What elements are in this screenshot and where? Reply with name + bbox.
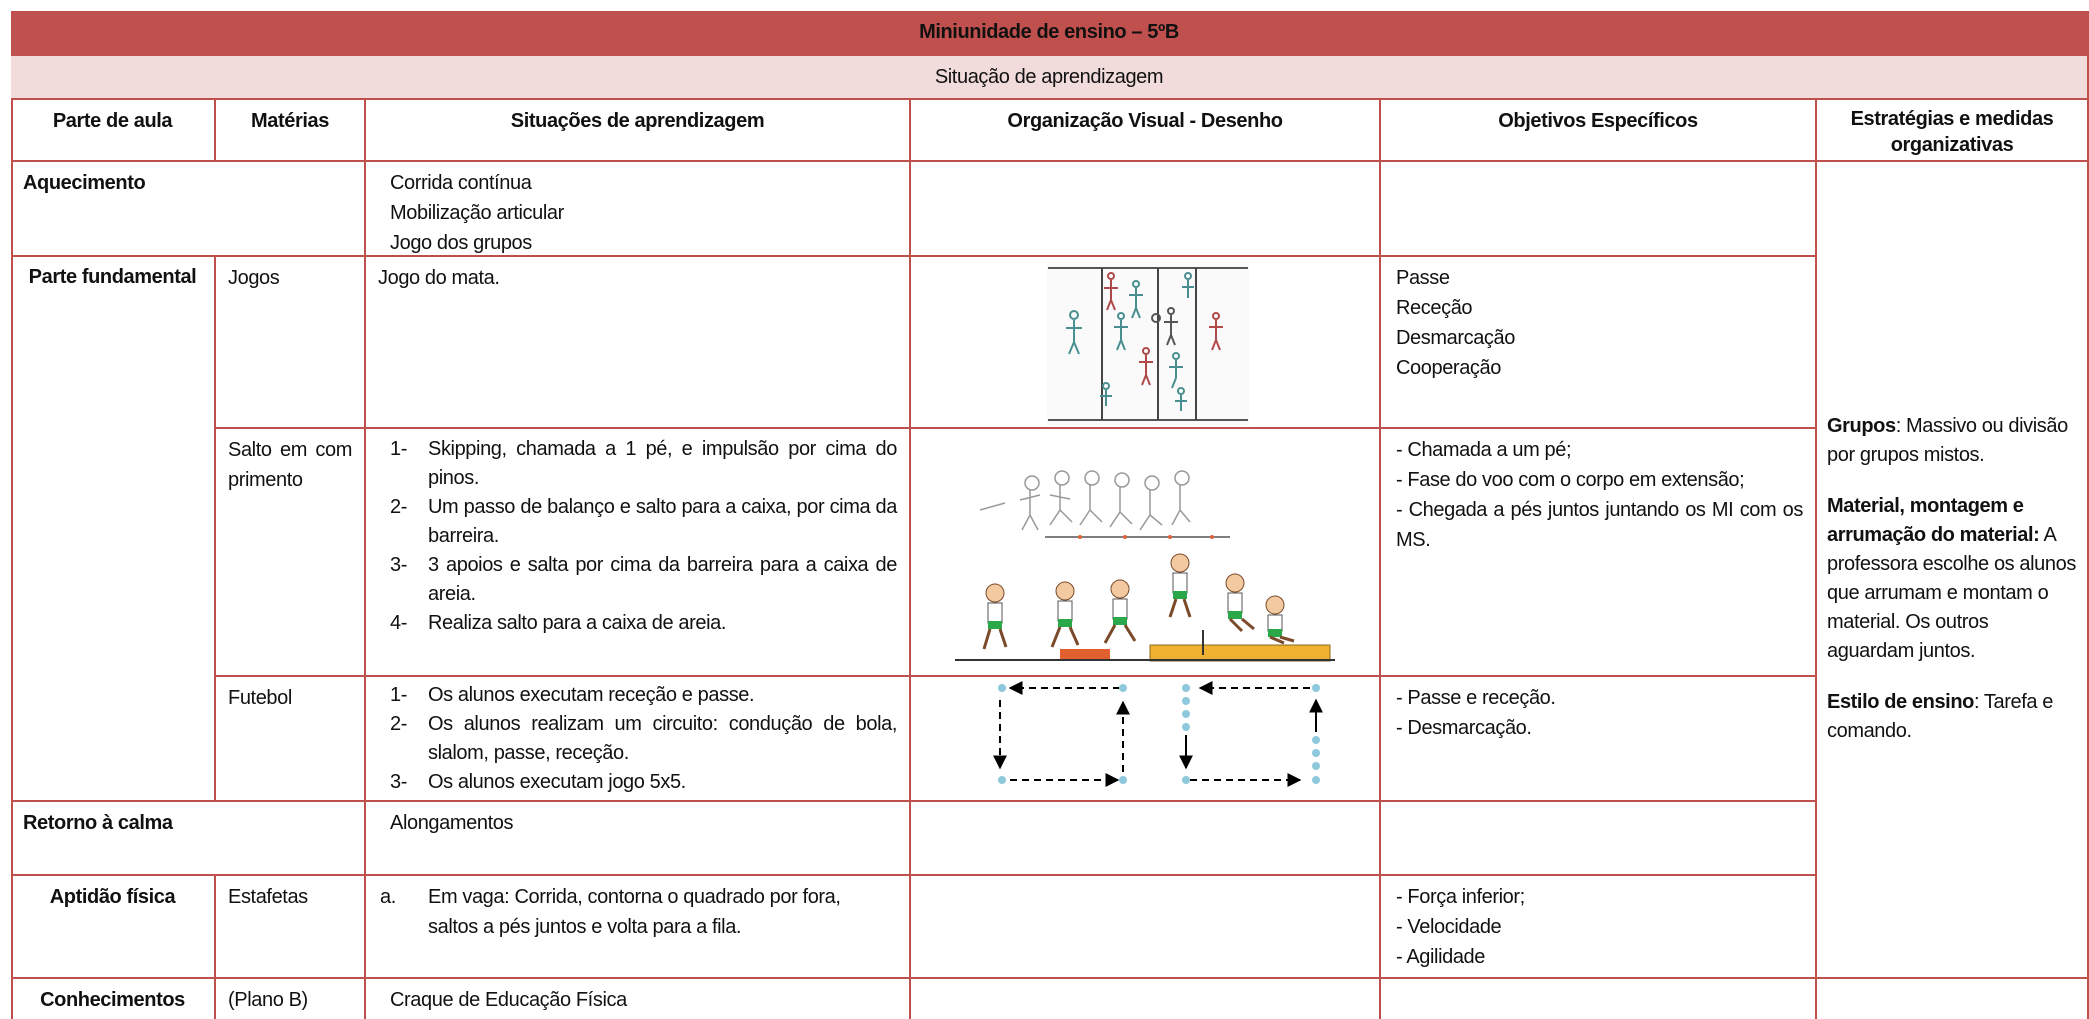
objectives-cell: - Força inferior; - Velocidade - Agilida…	[1381, 876, 1817, 979]
situation: Alongamentos	[390, 812, 514, 834]
objective: - Força inferior;	[1396, 886, 1525, 908]
situation: Jogo do mata.	[378, 267, 500, 289]
marker: 3-	[390, 771, 407, 793]
subject-cell: (Plano B)	[216, 979, 366, 1019]
subject-cell: Estafetas	[216, 876, 366, 979]
marker: 1-	[390, 438, 407, 460]
subtitle: Situação de aprendizagem	[11, 56, 2089, 100]
marker: 2-	[390, 496, 407, 518]
drawing-cell	[911, 257, 1381, 429]
situation-text: Um passo de balanço e salto para a caixa…	[428, 496, 897, 547]
situation: 3- 3 apoios e salta por cima da barreira …	[390, 551, 897, 609]
column-header: Estratégias e medidas organizativas	[1817, 100, 2089, 162]
drawing-cell	[911, 677, 1381, 802]
subject-cell: Futebol	[216, 677, 366, 802]
strategies-cell: Grupos: Massivo ou divisão por grupos mi…	[1817, 162, 2089, 979]
objectives-cell: - Chamada a um pé; - Fase do voo com o c…	[1381, 429, 1817, 677]
situation: 2- Um passo de balanço e salto para a cai…	[390, 493, 897, 551]
situation: Corrida contínua	[390, 172, 532, 194]
situation: Mobilização articular	[390, 202, 564, 224]
column-header: Organização Visual - Desenho	[911, 100, 1381, 162]
situation-text: Realiza salto para a caixa de areia.	[428, 612, 727, 634]
marker: 4-	[390, 612, 407, 634]
situation-text: Os alunos executam jogo 5x5.	[428, 771, 686, 793]
marker: 3-	[390, 554, 407, 576]
column-header: Parte de aula	[11, 100, 216, 162]
situations-cell: Alongamentos	[366, 802, 911, 876]
objectives-cell	[1381, 162, 1817, 257]
part-cell: Parte fundamental	[11, 257, 216, 802]
objectives-cell: Passe Receção Desmarcação Cooperação	[1381, 257, 1817, 429]
title: Miniunidade de ensino – 5ºB	[11, 11, 2089, 56]
drawing-cell	[911, 429, 1381, 677]
situation-text: Skipping, chamada a 1 pé, e impulsão por…	[428, 438, 897, 489]
marker: 1-	[390, 684, 407, 706]
objectives-cell: - Passe e receção. - Desmarcação.	[1381, 677, 1817, 802]
strategy: Grupos: Massivo ou divisão por grupos mi…	[1827, 412, 2079, 470]
objective: - Chegada a pés juntos juntando os MI co…	[1396, 499, 1803, 551]
strategy-label: Material, montagem e arrumação do materi…	[1827, 495, 2040, 546]
objective: - Chamada a um pé;	[1396, 439, 1572, 461]
situation-text: Em vaga: Corrida, contorna o quadrado po…	[428, 886, 841, 938]
objective: - Agilidade	[1396, 946, 1485, 968]
situation: 1- Os alunos executam receção e passe.	[390, 681, 897, 710]
situations-cell: a. Em vaga: Corrida, contorna o quadrado …	[366, 876, 911, 979]
subject-cell: Salto em comprimento	[216, 429, 366, 677]
strategies-cell	[1817, 979, 2089, 1019]
objective: - Passe e receção.	[1396, 687, 1556, 709]
objective: - Fase do voo com o corpo em extensão;	[1396, 469, 1745, 491]
situations-cell: Corrida contínua Mobilização articular J…	[366, 162, 911, 257]
situation-text: 3 apoios e salta por cima da barreira pa…	[428, 554, 897, 605]
situation: 2- Os alunos realizam um circuito: conduç…	[390, 710, 897, 768]
football-drawing	[993, 681, 1323, 787]
drawing-cell	[911, 876, 1381, 979]
situations-cell: Jogo do mata.	[366, 257, 911, 429]
situations-cell: 1- Os alunos executam receção e passe. 2-…	[366, 677, 911, 802]
jump-drawing	[955, 470, 1335, 662]
strategy-text: : Massivo ou divisão por grupos mistos.	[1827, 415, 2068, 466]
drawing-cell	[911, 979, 1381, 1019]
column-header: Objetivos Específicos	[1381, 100, 1817, 162]
situation: 4- Realiza salto para a caixa de areia.	[390, 609, 897, 638]
situation-text: Os alunos executam receção e passe.	[428, 684, 755, 706]
part-cell: Conhecimentos	[11, 979, 216, 1019]
part-cell: Aquecimento	[11, 162, 366, 257]
drawing-cell	[911, 162, 1381, 257]
drawing-cell	[911, 802, 1381, 876]
objectives-cell	[1381, 802, 1817, 876]
strategy-label: Grupos	[1827, 415, 1896, 437]
situations-cell: 1- Skipping, chamada a 1 pé, e impulsão p…	[366, 429, 911, 677]
situations-cell: Craque de Educação Física	[366, 979, 911, 1019]
situation: 1- Skipping, chamada a 1 pé, e impulsão p…	[390, 435, 897, 493]
subject-cell: Jogos	[216, 257, 366, 429]
objectives-cell	[1381, 979, 1817, 1019]
situation: a. Em vaga: Corrida, contorna o quadrado …	[380, 882, 849, 942]
objective: Passe	[1396, 267, 1450, 289]
marker: a.	[380, 886, 396, 908]
strategy-text: : Tarefa e comando.	[1827, 691, 2053, 742]
situation: Craque de Educação Física	[390, 989, 627, 1011]
marker: 2-	[390, 713, 407, 735]
objective: Desmarcação	[1396, 327, 1515, 349]
objective: Cooperação	[1396, 357, 1501, 379]
situation-text: Os alunos realizam um circuito: condução…	[428, 713, 897, 764]
column-header: Matérias	[216, 100, 366, 162]
situation: 3- Os alunos executam jogo 5x5.	[390, 768, 897, 797]
strategy: Estilo de ensino: Tarefa e comando.	[1827, 688, 2079, 746]
part-cell: Aptidão física	[11, 876, 216, 979]
objective: - Velocidade	[1396, 916, 1502, 938]
strategy-text: A professora escolhe os alunos que arrum…	[1827, 524, 2076, 662]
objective: Receção	[1396, 297, 1473, 319]
part-cell: Retorno à calma	[11, 802, 366, 876]
objective: - Desmarcação.	[1396, 717, 1532, 739]
strategy-label: Estilo de ensino	[1827, 691, 1974, 713]
situation: Jogo dos grupos	[390, 232, 532, 254]
strategy: Material, montagem e arrumação do materi…	[1827, 492, 2079, 666]
game-drawing	[1047, 261, 1249, 425]
column-header: Situações de aprendizagem	[366, 100, 911, 162]
